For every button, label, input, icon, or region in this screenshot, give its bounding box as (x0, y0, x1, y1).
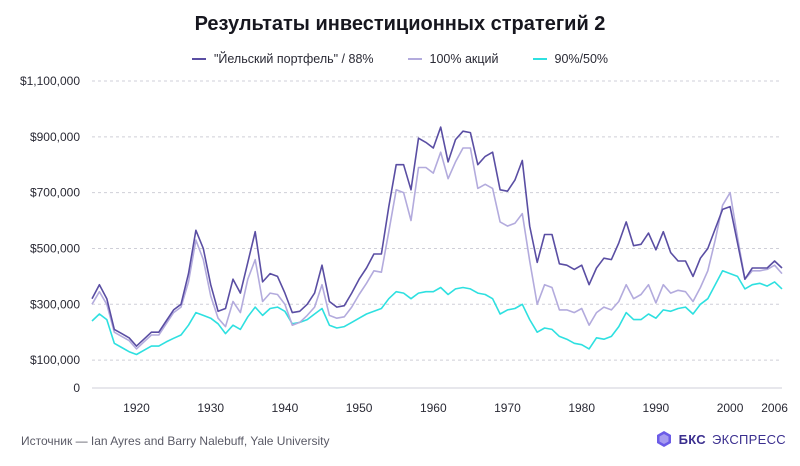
legend-item-90-50: 90%/50% (532, 52, 609, 66)
bks-logo-icon (656, 431, 671, 447)
x-tick-label: 2006 (761, 401, 788, 415)
legend-item-stocks: 100% акций (407, 52, 499, 66)
x-tick-label: 1930 (197, 401, 224, 415)
x-tick-label: 1980 (568, 401, 595, 415)
y-tick-label: $500,000 (30, 241, 80, 255)
y-tick-label: $300,000 (30, 297, 80, 311)
brand-name-regular: ЭКСПРЕСС (711, 431, 786, 447)
series-line-2 (91, 269, 783, 356)
chart-title: Результаты инвестиционных стратегий 2 (194, 13, 606, 35)
y-tick-label: $1,100,000 (20, 74, 80, 88)
x-tick-label: 1970 (494, 401, 521, 415)
y-tick-label: $100,000 (30, 353, 80, 367)
legend-label-90-50: 90%/50% (554, 52, 609, 66)
source-note: Источник — Ian Ayres and Barry Nalebuff,… (21, 434, 330, 448)
brand-logo: БКС ЭКСПРЕСС (655, 430, 786, 448)
y-tick-label: $900,000 (30, 130, 80, 144)
legend-swatch-stocks (407, 58, 422, 60)
series-line-1 (91, 147, 783, 350)
x-tick-label: 1920 (123, 401, 150, 415)
brand-name-bold: БКС (678, 431, 706, 447)
legend-item-yale: "Йельский портфель" / 88% (191, 52, 374, 66)
chart-legend: "Йельский портфель" / 88% 100% акций 90%… (0, 52, 800, 66)
x-tick-label: 1940 (272, 401, 299, 415)
x-tick-label: 1990 (643, 401, 670, 415)
legend-label-stocks: 100% акций (429, 52, 499, 66)
legend-swatch-90-50 (532, 58, 547, 60)
x-tick-label: 1960 (420, 401, 447, 415)
series-line-0 (91, 126, 783, 347)
x-tick-label: 2000 (717, 401, 744, 415)
x-tick-label: 1950 (346, 401, 373, 415)
y-tick-label: $700,000 (30, 186, 80, 200)
legend-swatch-yale (191, 58, 206, 60)
legend-label-yale: "Йельский портфель" / 88% (213, 52, 374, 66)
y-tick-label: 0 (73, 381, 80, 395)
